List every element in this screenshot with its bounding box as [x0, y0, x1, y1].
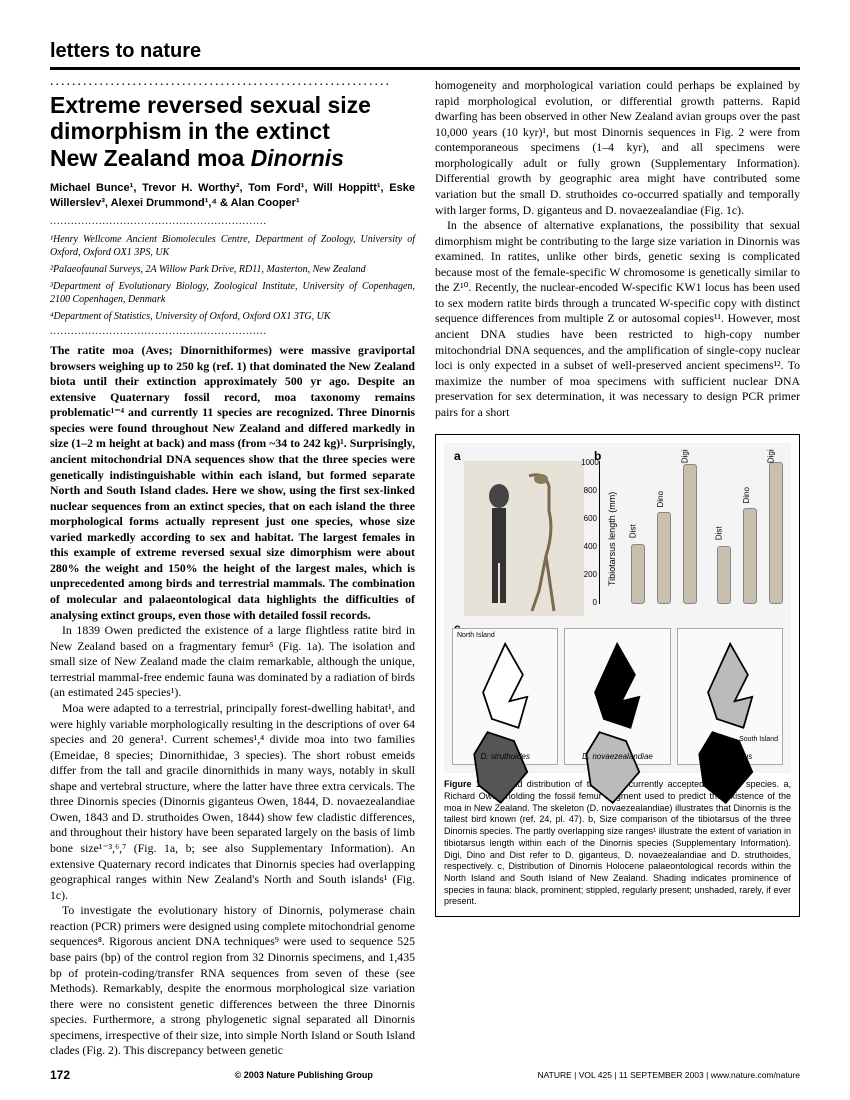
bone-lbl-4: Dino	[742, 487, 753, 503]
title-line-2: dimorphism in the extinct	[50, 118, 330, 144]
body-para-3: To investigate the evolutionary history …	[50, 903, 415, 1059]
right-column: homogeneity and morphological variation …	[435, 78, 800, 1059]
bone-dino-1	[657, 512, 671, 604]
dotted-rule-thin-2: ........................................…	[50, 329, 415, 335]
ytick-200: 200	[581, 570, 597, 581]
map-novaezealandiae: D. novaezealandiae	[564, 628, 670, 765]
ytick-600: 600	[581, 514, 597, 525]
dotted-rule-thin: ........................................…	[50, 219, 415, 225]
copyright: © 2003 Nature Publishing Group	[235, 1070, 373, 1080]
bone-lbl-5: Digi	[767, 449, 778, 463]
owen-skeleton-image	[464, 461, 584, 616]
map-giganteus: South Island D. giganteus	[677, 628, 783, 765]
map-struthoides: North Island D. struthoides	[452, 628, 558, 765]
ytick-0: 0	[581, 598, 597, 609]
page-number: 172	[50, 1068, 70, 1082]
y-axis-label: Tibiotarsus length (mm)	[607, 492, 619, 586]
affiliation-1: ¹Henry Wellcome Ancient Biomolecules Cen…	[50, 233, 415, 259]
bone-digi-1	[683, 464, 697, 604]
abstract: The ratite moa (Aves; Dinornithiformes) …	[50, 343, 415, 623]
species-label-2: D. novaezealandiae	[565, 752, 669, 763]
left-column: ........................................…	[50, 78, 415, 1059]
species-label-3: D. giganteus	[678, 752, 782, 763]
dotted-rule: ........................................…	[50, 78, 415, 86]
body-para-col2-2: In the absence of alternative explanatio…	[435, 218, 800, 420]
body-para-2: Moa were adapted to a terrestrial, princ…	[50, 701, 415, 903]
affiliation-3: ³Department of Evolutionary Biology, Zoo…	[50, 280, 415, 306]
title-line-1: Extreme reversed sexual size	[50, 92, 371, 118]
ytick-1000: 1000	[581, 458, 597, 469]
citation-line: NATURE | VOL 425 | 11 SEPTEMBER 2003 | w…	[537, 1070, 800, 1080]
bone-digi-2	[769, 462, 783, 604]
two-column-layout: ........................................…	[50, 78, 800, 1059]
bone-lbl-2: Digi	[681, 449, 692, 463]
author-list: Michael Bunce¹, Trevor H. Worthy², Tom F…	[50, 181, 415, 211]
body-para-1: In 1839 Owen predicted the existence of …	[50, 623, 415, 701]
bone-dino-2	[743, 508, 757, 604]
article-title: Extreme reversed sexual size dimorphism …	[50, 92, 415, 171]
page-footer: 172 © 2003 Nature Publishing Group NATUR…	[50, 1068, 800, 1082]
bone-dist-2	[717, 546, 731, 604]
bone-lbl-0: Dist	[629, 524, 640, 538]
affiliation-4: ⁴Department of Statistics, University of…	[50, 310, 415, 323]
ytick-400: 400	[581, 542, 597, 553]
species-label-1: D. struthoides	[453, 752, 557, 763]
section-header: letters to nature	[50, 40, 800, 70]
title-genus: Dinornis	[251, 145, 344, 171]
panel-label-a: a	[454, 449, 461, 465]
body-para-col2-1: homogeneity and morphological variation …	[435, 78, 800, 218]
affiliation-2: ²Palaeofaunal Surveys, 2A Willow Park Dr…	[50, 263, 415, 276]
figure-1: a b c Tibiotarsus length (mm)	[435, 434, 800, 917]
ytick-800: 800	[581, 486, 597, 497]
bone-chart: Tibiotarsus length (mm) 0 200 400 600 80…	[599, 461, 783, 616]
bone-dist-1	[631, 544, 645, 604]
bone-lbl-1: Dino	[656, 491, 667, 507]
title-line-3a: New Zealand moa	[50, 145, 251, 171]
map-row: North Island D. struthoides D. novaezeal…	[452, 628, 783, 765]
bone-lbl-3: Dist	[715, 526, 726, 540]
figure-image-area: a b c Tibiotarsus length (mm)	[444, 443, 791, 773]
